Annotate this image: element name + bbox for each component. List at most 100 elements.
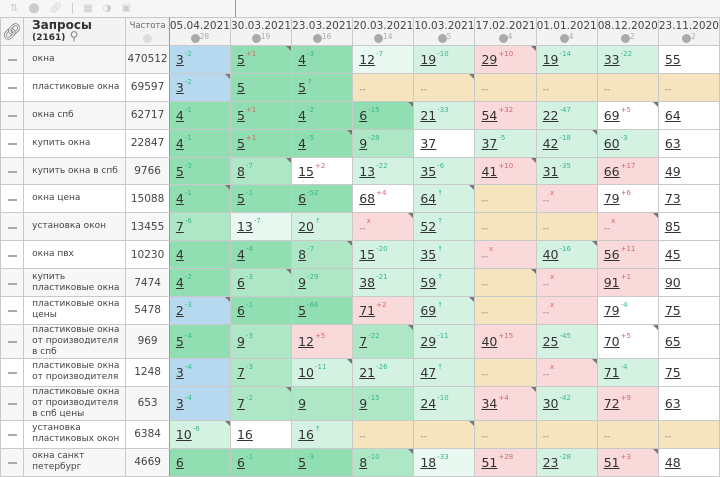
- position-value[interactable]: 5: [236, 135, 245, 151]
- position-value[interactable]: --: [542, 431, 550, 442]
- position-cell[interactable]: 31-35: [535, 156, 598, 186]
- position-cell[interactable]: 3-4: [168, 385, 231, 421]
- position-cell[interactable]: 13-7: [229, 212, 293, 242]
- position-cell[interactable]: 5↑: [291, 72, 354, 102]
- position-value[interactable]: 52: [420, 219, 437, 235]
- position-value[interactable]: 5: [298, 302, 307, 318]
- position-value[interactable]: 8: [236, 163, 245, 179]
- position-cell[interactable]: 79-4: [596, 296, 659, 325]
- position-value[interactable]: 16: [236, 426, 253, 442]
- query-text[interactable]: пластиковые окна от производителя в спб …: [23, 385, 127, 421]
- position-cell[interactable]: 7-22: [352, 323, 415, 359]
- position-cell[interactable]: 9-3: [229, 323, 293, 359]
- position-value[interactable]: 49: [664, 163, 681, 179]
- position-value[interactable]: 3: [175, 51, 184, 67]
- position-value[interactable]: 6: [236, 302, 245, 318]
- position-cell[interactable]: 49: [657, 156, 720, 186]
- position-value[interactable]: 13: [359, 163, 376, 179]
- row-link-cell[interactable]: [0, 128, 25, 158]
- position-cell[interactable]: 35-6: [413, 156, 476, 186]
- position-value[interactable]: 38: [359, 275, 376, 291]
- position-cell[interactable]: 5: [229, 72, 293, 102]
- position-value[interactable]: 4: [175, 191, 184, 207]
- position-value[interactable]: 3: [175, 395, 184, 411]
- position-cell[interactable]: 5+1: [229, 100, 293, 130]
- query-text[interactable]: пластиковые окна от производителя: [23, 357, 127, 387]
- position-cell[interactable]: 65: [657, 323, 720, 359]
- position-value[interactable]: --: [481, 84, 488, 95]
- position-value[interactable]: 75: [664, 364, 681, 380]
- position-cell[interactable]: 4-5: [291, 128, 354, 158]
- position-cell[interactable]: 6-52: [291, 184, 354, 214]
- position-value[interactable]: 3: [175, 79, 184, 95]
- position-cell[interactable]: 71-4: [596, 357, 659, 387]
- date-column-header[interactable]: 01.01.2021 4: [535, 17, 598, 46]
- position-cell[interactable]: 15+2: [291, 156, 354, 186]
- toggle-icon[interactable]: ⬤: [28, 3, 40, 14]
- position-cell[interactable]: 9-15: [352, 385, 415, 421]
- position-cell[interactable]: 8-10: [352, 447, 415, 477]
- position-value[interactable]: 41: [481, 163, 498, 179]
- position-cell[interactable]: 52↑: [413, 212, 476, 242]
- position-value[interactable]: --: [481, 307, 488, 318]
- position-cell[interactable]: --: [535, 212, 598, 242]
- position-value[interactable]: 59: [420, 275, 437, 291]
- position-value[interactable]: --: [603, 84, 611, 95]
- position-value[interactable]: 2: [175, 302, 184, 318]
- query-text[interactable]: окна пвх: [23, 240, 127, 270]
- position-cell[interactable]: 23-28: [535, 447, 598, 477]
- position-value[interactable]: 73: [664, 191, 681, 207]
- position-value[interactable]: 8: [298, 247, 307, 263]
- position-value[interactable]: 5: [236, 79, 245, 95]
- position-cell[interactable]: 7-2: [229, 385, 293, 421]
- position-cell[interactable]: --x: [535, 184, 598, 214]
- position-value[interactable]: 66: [603, 163, 620, 179]
- position-cell[interactable]: 6-3: [229, 268, 293, 298]
- position-value[interactable]: 33: [603, 51, 620, 67]
- position-cell[interactable]: 10-11: [291, 357, 354, 387]
- position-value[interactable]: 5: [175, 163, 184, 179]
- position-cell[interactable]: --: [657, 72, 720, 102]
- position-value[interactable]: 69: [420, 302, 437, 318]
- position-value[interactable]: 18: [420, 454, 437, 470]
- position-cell[interactable]: 13-22: [352, 156, 415, 186]
- position-cell[interactable]: 16↑: [291, 419, 354, 449]
- position-value[interactable]: 85: [664, 219, 681, 235]
- position-value[interactable]: 12: [298, 333, 314, 349]
- date-column-header[interactable]: 23.11.2020 2: [657, 17, 720, 46]
- position-value[interactable]: 9: [298, 395, 307, 411]
- row-link-cell[interactable]: [0, 296, 25, 325]
- position-value[interactable]: 7: [236, 364, 245, 380]
- position-value[interactable]: 79: [603, 191, 620, 207]
- position-cell[interactable]: 22-47: [535, 100, 598, 130]
- position-value[interactable]: 21: [359, 364, 376, 380]
- query-text[interactable]: купить окна: [23, 128, 127, 158]
- position-value[interactable]: 71: [359, 302, 376, 318]
- row-link-cell[interactable]: [0, 385, 25, 421]
- position-value[interactable]: --: [542, 307, 550, 318]
- position-value[interactable]: 8: [359, 454, 368, 470]
- position-cell[interactable]: 75: [657, 357, 720, 387]
- position-cell[interactable]: 15-20: [352, 240, 415, 270]
- position-cell[interactable]: --: [535, 72, 598, 102]
- position-value[interactable]: 10: [298, 364, 314, 380]
- position-cell[interactable]: 5-4: [168, 323, 231, 359]
- position-value[interactable]: 64: [420, 191, 437, 207]
- export-icon[interactable]: ▦: [83, 3, 93, 14]
- date-column-header[interactable]: 30.03.2021 19: [229, 17, 293, 46]
- position-value[interactable]: 69: [603, 107, 620, 123]
- position-value[interactable]: 35: [420, 247, 437, 263]
- position-cell[interactable]: 9-29: [291, 268, 354, 298]
- position-value[interactable]: 15: [298, 163, 314, 179]
- position-value[interactable]: --: [359, 224, 366, 235]
- position-cell[interactable]: 51+28: [474, 447, 537, 477]
- position-cell[interactable]: 40+15: [474, 323, 537, 359]
- position-cell[interactable]: 18-33: [413, 447, 476, 477]
- position-value[interactable]: 7: [175, 219, 184, 235]
- query-text[interactable]: купить окна в спб: [23, 156, 127, 186]
- position-cell[interactable]: 4-2: [291, 100, 354, 130]
- position-cell[interactable]: 7-3: [229, 357, 293, 387]
- position-cell[interactable]: 33-22: [596, 45, 659, 74]
- position-cell[interactable]: --: [413, 72, 476, 102]
- position-cell[interactable]: 72+9: [596, 385, 659, 421]
